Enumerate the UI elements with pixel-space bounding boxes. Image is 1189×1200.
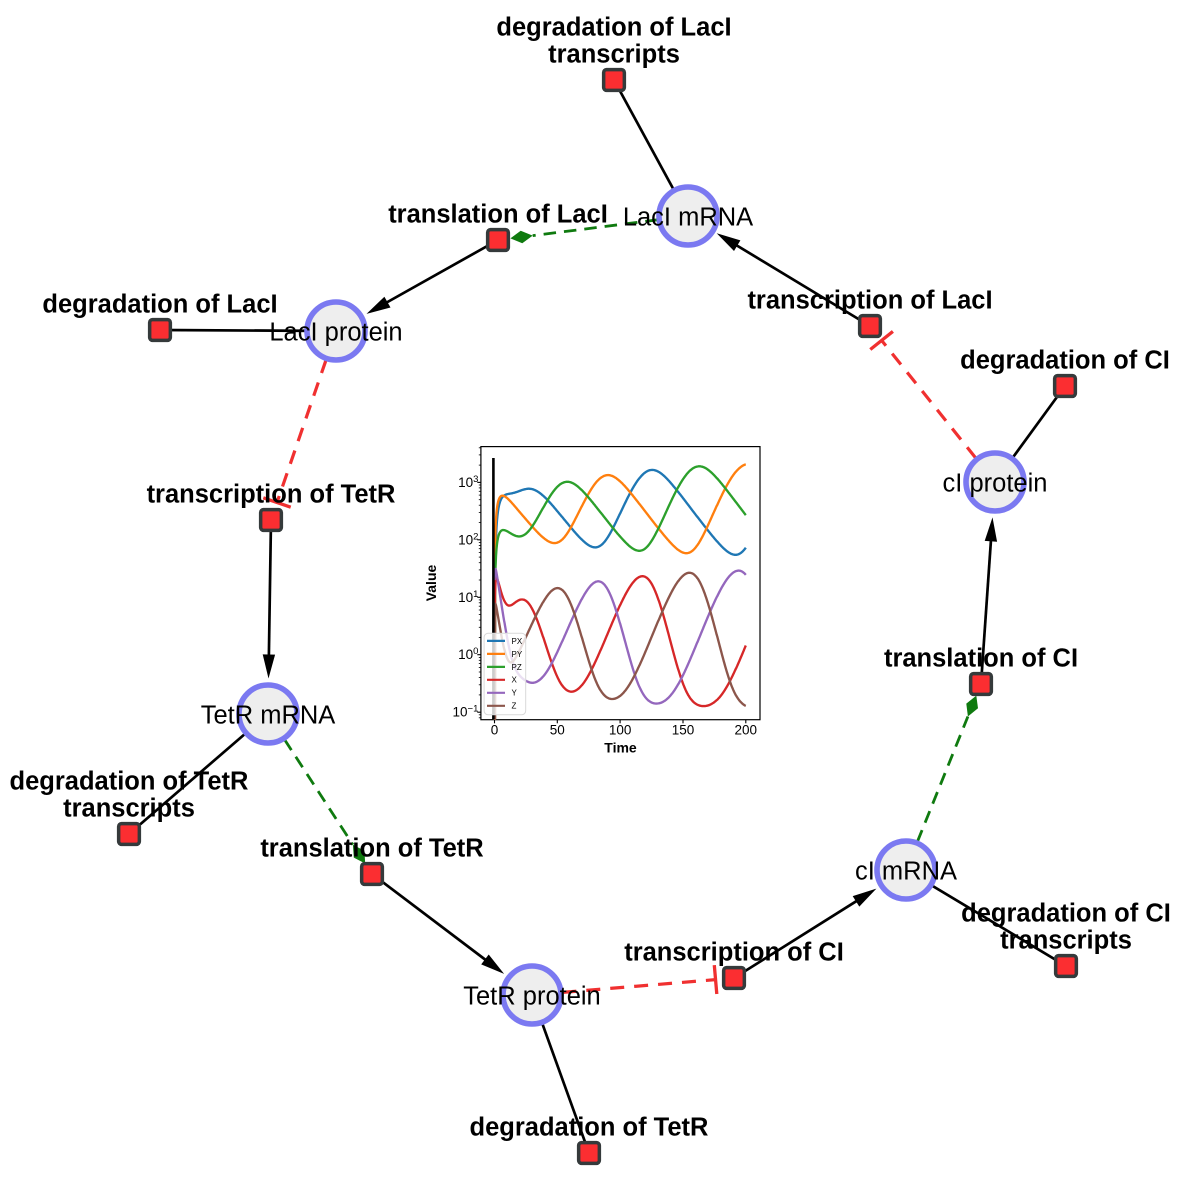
svg-text:100: 100 <box>609 723 632 738</box>
svg-text:Z: Z <box>512 702 517 711</box>
svg-text:103: 103 <box>458 474 478 490</box>
svg-text:101: 101 <box>458 589 478 605</box>
svg-text:Y: Y <box>512 689 518 698</box>
svg-text:102: 102 <box>458 531 478 547</box>
svg-text:degradation of TetR: degradation of TetR <box>10 767 249 795</box>
svg-text:translation of LacI: translation of LacI <box>388 201 608 229</box>
svg-text:PX: PX <box>512 637 523 646</box>
svg-text:degradation of TetR: degradation of TetR <box>470 1114 709 1142</box>
svg-text:translation of TetR: translation of TetR <box>260 835 483 863</box>
svg-text:TetR protein: TetR protein <box>463 983 601 1011</box>
svg-text:transcription of CI: transcription of CI <box>624 939 844 967</box>
svg-text:transcripts: transcripts <box>63 795 195 823</box>
svg-text:cI protein: cI protein <box>943 470 1048 498</box>
svg-text:PZ: PZ <box>512 663 522 672</box>
svg-text:100: 100 <box>458 646 478 662</box>
svg-text:degradation of LacI: degradation of LacI <box>42 291 277 319</box>
svg-text:X: X <box>512 676 518 685</box>
svg-text:transcription of LacI: transcription of LacI <box>747 287 992 315</box>
svg-text:TetR mRNA: TetR mRNA <box>201 702 336 730</box>
svg-text:cI mRNA: cI mRNA <box>855 858 957 886</box>
svg-text:degradation of LacI: degradation of LacI <box>496 13 731 41</box>
svg-text:10−1: 10−1 <box>453 704 479 720</box>
svg-text:transcription of TetR: transcription of TetR <box>147 481 396 509</box>
svg-text:0: 0 <box>491 723 499 738</box>
svg-text:transcripts: transcripts <box>548 41 680 69</box>
svg-text:PY: PY <box>512 650 523 659</box>
svg-text:150: 150 <box>672 723 695 738</box>
svg-text:LacI mRNA: LacI mRNA <box>623 204 753 232</box>
svg-text:degradation of CI: degradation of CI <box>961 899 1171 927</box>
svg-text:50: 50 <box>550 723 565 738</box>
svg-text:200: 200 <box>735 723 758 738</box>
svg-text:degradation of CI: degradation of CI <box>960 347 1170 375</box>
svg-text:transcripts: transcripts <box>1000 927 1132 955</box>
svg-text:Time: Time <box>604 740 637 756</box>
svg-text:Value: Value <box>423 565 439 602</box>
svg-text:translation of CI: translation of CI <box>884 645 1078 673</box>
svg-text:LacI protein: LacI protein <box>269 319 402 347</box>
